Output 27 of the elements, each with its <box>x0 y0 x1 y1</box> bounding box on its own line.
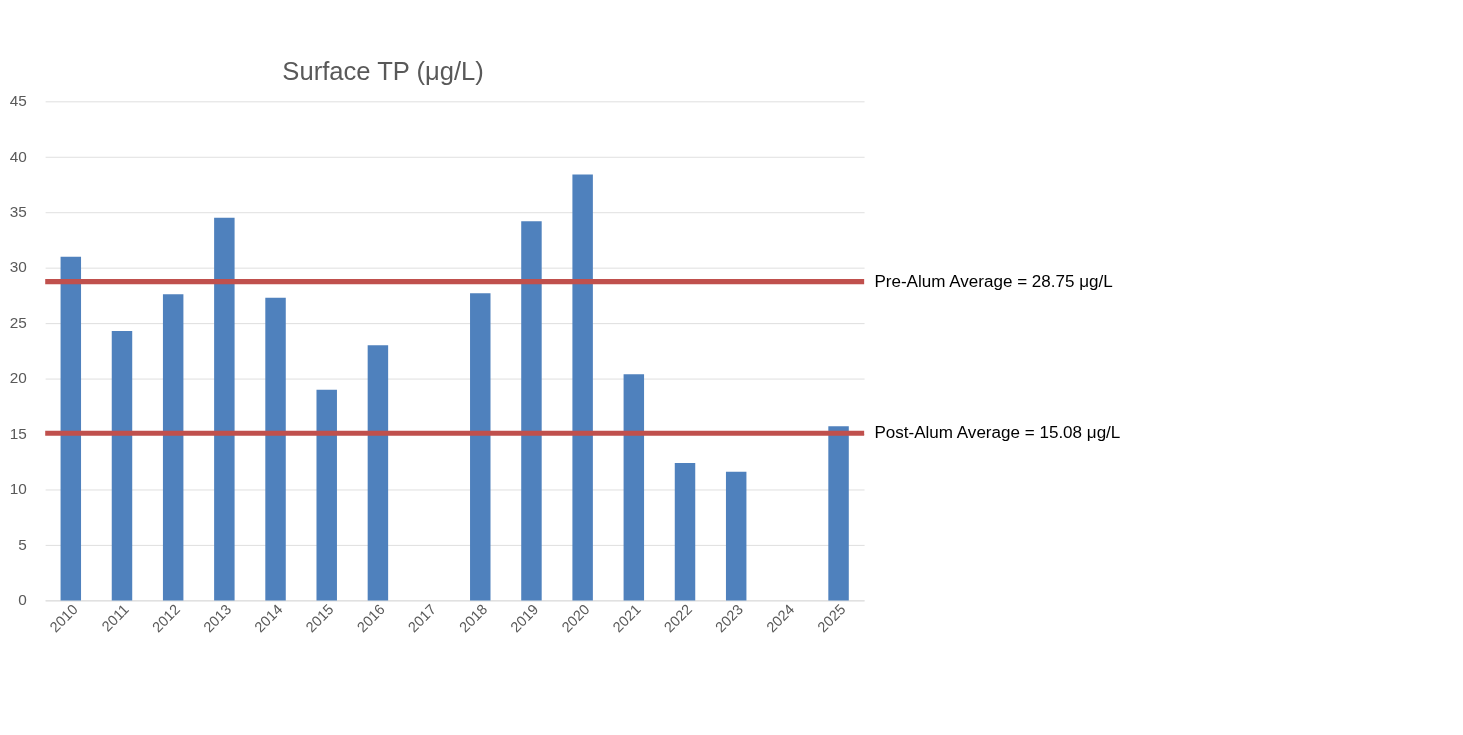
chart-title: Surface TP (μg/L) <box>282 57 484 86</box>
ref-line-label: Post-Alum Average = 15.08 μg/L <box>874 423 1121 443</box>
bar <box>367 345 389 601</box>
y-tick-label: 25 <box>9 313 27 331</box>
bar <box>111 330 133 601</box>
bar <box>265 297 286 601</box>
y-tick-label: 20 <box>9 369 27 387</box>
y-tick-label: 30 <box>9 258 27 276</box>
y-tick-label: 45 <box>9 92 27 110</box>
y-tick-label: 35 <box>9 202 27 220</box>
bar <box>316 389 337 601</box>
bar <box>470 293 491 601</box>
bar <box>214 217 235 601</box>
bar <box>60 256 82 601</box>
y-tick-label: 40 <box>9 147 27 165</box>
bar <box>521 221 542 601</box>
y-tick-label: 0 <box>18 591 27 609</box>
y-tick-label: 5 <box>18 535 27 553</box>
bar <box>572 174 593 601</box>
ref-line-label: Pre-Alum Average = 28.75 μg/L <box>874 271 1113 291</box>
bar <box>623 374 645 601</box>
bar <box>162 294 184 601</box>
y-tick-label: 15 <box>9 424 27 442</box>
bar <box>725 471 747 601</box>
bar <box>828 426 849 601</box>
bar <box>674 462 696 601</box>
y-tick-label: 10 <box>9 480 27 498</box>
